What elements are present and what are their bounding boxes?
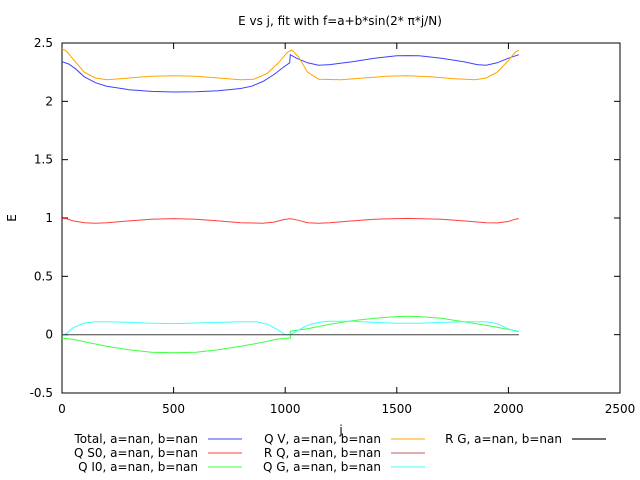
series-line-3 [61, 48, 520, 81]
series-group [61, 48, 520, 354]
y-tick-label: 0.5 [34, 269, 53, 283]
y-tick-label: 1 [45, 211, 53, 225]
legend-label-5: Q G, a=nan, b=nan [263, 460, 381, 474]
y-tick-label: 2.5 [34, 36, 53, 50]
y-tick-label: 0 [45, 328, 53, 342]
series-line-0 [61, 53, 520, 93]
y-tick-label: 1.5 [34, 153, 53, 167]
y-tick-label: -0.5 [30, 386, 53, 400]
x-tick-label: 1500 [382, 402, 413, 416]
x-tick-label: 2500 [605, 402, 636, 416]
legend-label-3: Q V, a=nan, b=nan [264, 432, 381, 446]
y-tick-label: 2 [45, 94, 53, 108]
x-tick-label: 1000 [270, 402, 301, 416]
plot-frame [61, 42, 621, 394]
series-line-2 [61, 315, 519, 354]
legend-label-1: Q S0, a=nan, b=nan [74, 446, 198, 460]
x-tick-label: 500 [162, 402, 185, 416]
legend-label-4: R Q, a=nan, b=nan [264, 446, 381, 460]
series-line-1 [62, 217, 519, 224]
legend-label-2: Q I0, a=nan, b=nan [78, 460, 198, 474]
x-axis-label: j [338, 423, 342, 437]
legend-label-0: Total, a=nan, b=nan [74, 432, 199, 446]
chart-title: E vs j, fit with f=a+b*sin(2* π*j/N) [238, 14, 442, 28]
x-tick-label: 2000 [493, 402, 524, 416]
axis-ticks: 0 500 1000 1500 2000 2500 -0.5 0 0.5 1 1.5 2 2.5 [30, 36, 636, 416]
legend-label-6: R G, a=nan, b=nan [445, 432, 562, 446]
y-axis-label: E [5, 214, 19, 222]
x-tick-label: 0 [58, 402, 66, 416]
